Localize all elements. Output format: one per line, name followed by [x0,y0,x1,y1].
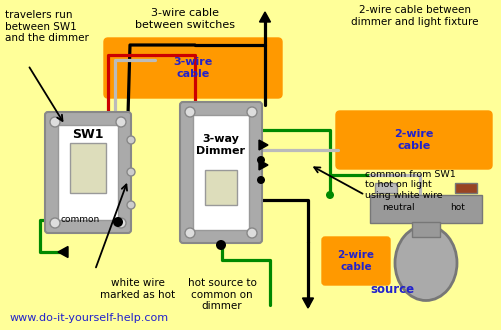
Polygon shape [259,160,268,170]
Text: 3-wire
cable: 3-wire cable [173,57,212,79]
Text: source: source [369,283,413,296]
Circle shape [127,201,135,209]
Bar [374,183,396,193]
Circle shape [257,156,265,164]
Circle shape [325,191,333,199]
Bar [411,222,439,237]
Polygon shape [259,12,270,22]
Circle shape [116,117,126,127]
Text: travelers run
between SW1
and the dimmer: travelers run between SW1 and the dimmer [5,10,89,43]
Circle shape [215,240,225,250]
Circle shape [127,136,135,144]
Text: 3-way
Dimmer: 3-way Dimmer [196,134,245,156]
Text: hot source to
common on
dimmer: hot source to common on dimmer [187,278,256,311]
Ellipse shape [394,225,456,301]
FancyBboxPatch shape [104,38,282,98]
Polygon shape [58,247,68,257]
Circle shape [113,217,123,227]
Circle shape [185,107,194,117]
FancyBboxPatch shape [321,237,389,285]
Text: 3-wire cable
between switches: 3-wire cable between switches [135,8,234,30]
Circle shape [246,228,257,238]
Text: hot: hot [450,204,464,213]
Text: 2-wire
cable: 2-wire cable [337,250,374,272]
Text: www.do-it-yourself-help.com: www.do-it-yourself-help.com [10,313,169,323]
FancyBboxPatch shape [45,112,131,233]
Bar [454,183,476,193]
Circle shape [246,107,257,117]
Polygon shape [259,140,268,150]
Text: white wire
marked as hot: white wire marked as hot [100,278,175,300]
FancyBboxPatch shape [180,102,262,243]
Circle shape [50,117,60,127]
Circle shape [50,218,60,228]
Text: SW1: SW1 [72,128,104,142]
Text: neutral: neutral [381,204,413,213]
Circle shape [257,176,265,184]
Circle shape [127,168,135,176]
Circle shape [116,218,126,228]
Text: common: common [60,215,99,224]
FancyBboxPatch shape [335,111,491,169]
Bar [58,125,118,220]
Bar [192,115,248,230]
Bar [70,143,106,193]
Text: 2-wire cable between
dimmer and light fixture: 2-wire cable between dimmer and light fi… [351,5,478,27]
Circle shape [185,228,194,238]
Polygon shape [302,298,313,308]
Bar [204,170,236,205]
Text: common from SW1
to hot on light
using white wire: common from SW1 to hot on light using wh… [364,170,455,200]
Bar [369,195,481,223]
Text: 2-wire
cable: 2-wire cable [393,129,433,151]
